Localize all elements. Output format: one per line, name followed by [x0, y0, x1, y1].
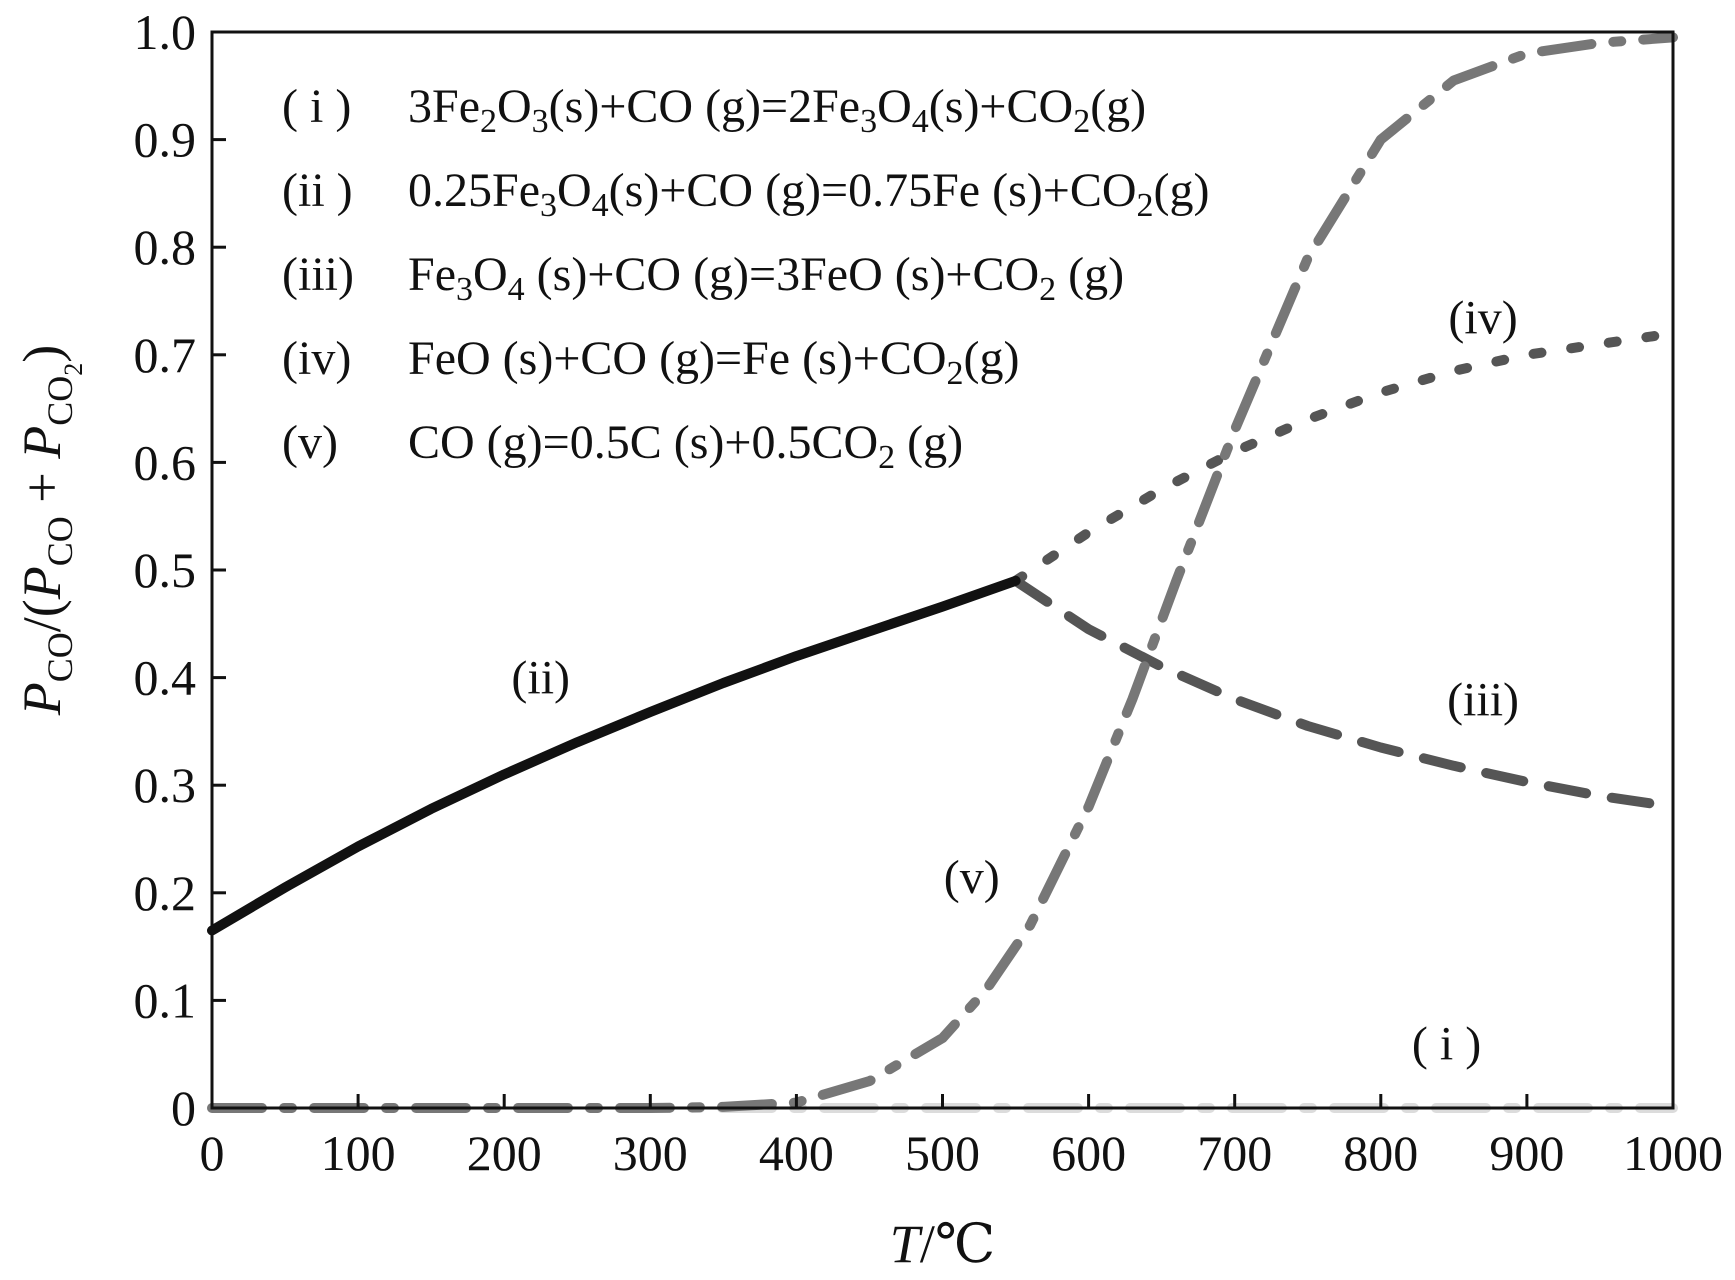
legend-entry-ii: 0.25Fe3O4(s)+CO (g)=0.75Fe (s)+CO2(g): [408, 164, 1209, 224]
x-tick-label: 300: [613, 1125, 688, 1181]
y-tick-label: 0.5: [134, 542, 197, 598]
curve-label: (iii): [1447, 673, 1519, 726]
legend-id-i: ( i ): [282, 80, 351, 133]
legend-entry-iv: FeO (s)+CO (g)=Fe (s)+CO2(g): [408, 332, 1019, 392]
x-axis-var: T: [890, 1214, 924, 1274]
legend-id-v: (v): [282, 416, 338, 469]
legend-text-part: O: [557, 164, 592, 217]
legend-text-part: 4: [592, 187, 609, 224]
legend-text-part: 3: [532, 103, 549, 140]
curve-label: ( i ): [1412, 1018, 1481, 1071]
legend-text-part: (g): [1090, 80, 1146, 133]
y-tick-label: 0.1: [134, 972, 197, 1028]
legend-text-part: 2: [1073, 103, 1090, 140]
y-label-p1-sub: CO: [40, 516, 80, 566]
x-axis-unit: /℃: [920, 1214, 995, 1274]
legend-text-part: 2: [947, 355, 964, 392]
legend-text-part: (s)+CO (g)=0.75Fe (s)+CO: [609, 164, 1137, 217]
legend-text-part: (s)+CO: [929, 80, 1073, 133]
y-tick-label: 0.4: [134, 650, 197, 706]
legend-entry-v: CO (g)=0.5C (s)+0.5CO2 (g): [408, 416, 963, 476]
y-tick-label: 0.3: [134, 757, 197, 813]
y-axis-label: PCO/(PCO + PCO2): [12, 345, 88, 717]
legend-text-part: (g): [895, 416, 963, 469]
legend: ( i ) 3Fe2O3(s)+CO (g)=2Fe3O4(s)+CO2(g)(i…: [282, 80, 1209, 476]
legend-text-part: O: [473, 248, 508, 301]
series-line-ii: [207, 575, 1021, 936]
curve-label: (v): [944, 851, 1000, 904]
y-tick-label: 0.2: [134, 865, 197, 921]
legend-text-part: 4: [508, 271, 525, 308]
x-tick-label: 200: [467, 1125, 542, 1181]
y-tick-label: 0: [171, 1080, 196, 1136]
legend-text-part: 4: [912, 103, 929, 140]
legend-text-part: O: [877, 80, 912, 133]
legend-text-part: 2: [1137, 187, 1154, 224]
y-tick-label: 0.6: [134, 434, 197, 490]
curve-label: (ii): [511, 652, 570, 705]
legend-id-iv: (iv): [282, 332, 351, 385]
legend-entry-iii: Fe3O4 (s)+CO (g)=3FeO (s)+CO2 (g): [408, 248, 1124, 308]
y-tick-label: 1.0: [134, 4, 197, 60]
x-tick-label: 500: [905, 1125, 980, 1181]
legend-id-ii: (ii ): [282, 164, 353, 217]
x-axis-label: T/℃: [890, 1214, 995, 1274]
x-tick-label: 600: [1051, 1125, 1126, 1181]
x-tick-label: 400: [759, 1125, 834, 1181]
y-label-mid: /(: [12, 599, 72, 632]
y-label-p1: P: [12, 566, 72, 600]
legend-id-iii: (iii): [282, 248, 354, 301]
y-tick-label: 0.7: [134, 327, 197, 383]
legend-text-part: 2: [878, 439, 895, 476]
y-label-p2-sub: CO: [40, 376, 80, 426]
series-line-iv: [1010, 328, 1678, 586]
x-tick-label: 700: [1197, 1125, 1272, 1181]
legend-text-part: CO (g)=0.5C (s)+0.5CO: [408, 416, 878, 469]
legend-text-part: 3: [540, 187, 557, 224]
y-label-close: ): [12, 345, 72, 363]
legend-text-part: 2: [1039, 271, 1056, 308]
y-label-num: P: [12, 682, 72, 716]
ticks-layer: 0 100 200 300 400 500 600 700 800 900 1000 0 0.1 0.2 0…: [134, 4, 1724, 1181]
curve-labels: (ii) (iii) (iv) (v) ( i ): [511, 291, 1519, 1070]
y-tick-label: 0.8: [134, 219, 197, 275]
legend-text-part: 0.25Fe: [408, 164, 540, 217]
legend-text-part: (g): [964, 332, 1020, 385]
curve-label: (iv): [1448, 291, 1517, 344]
y-tick-label: 0.9: [134, 112, 197, 168]
legend-text-part: O: [497, 80, 532, 133]
legend-text-part: (g): [1056, 248, 1124, 301]
x-tick-label: 900: [1489, 1125, 1564, 1181]
series-line-iii: [1010, 575, 1678, 812]
x-tick-label: 800: [1343, 1125, 1418, 1181]
x-tick-label: 100: [321, 1125, 396, 1181]
legend-text-part: 3: [456, 271, 473, 308]
legend-text-part: FeO (s)+CO (g)=Fe (s)+CO: [408, 332, 947, 385]
legend-text-part: 2: [480, 103, 497, 140]
y-label-num-sub: CO: [40, 632, 80, 682]
legend-entry-i: 3Fe2O3(s)+CO (g)=2Fe3O4(s)+CO2(g): [408, 80, 1146, 140]
y-label-p2: P: [12, 426, 72, 460]
y-label-plus: +: [12, 459, 72, 516]
legend-text-part: (g): [1154, 164, 1210, 217]
y-label-p2-subsub: 2: [59, 363, 88, 376]
x-tick-label: 1000: [1623, 1125, 1723, 1181]
legend-text-part: (s)+CO (g)=2Fe: [549, 80, 860, 133]
x-tick-label: 0: [200, 1125, 225, 1181]
legend-text-part: Fe: [408, 248, 456, 301]
legend-text-part: (s)+CO (g)=3FeO (s)+CO: [525, 248, 1040, 301]
legend-text-part: 3Fe: [408, 80, 480, 133]
legend-text-part: 3: [860, 103, 877, 140]
